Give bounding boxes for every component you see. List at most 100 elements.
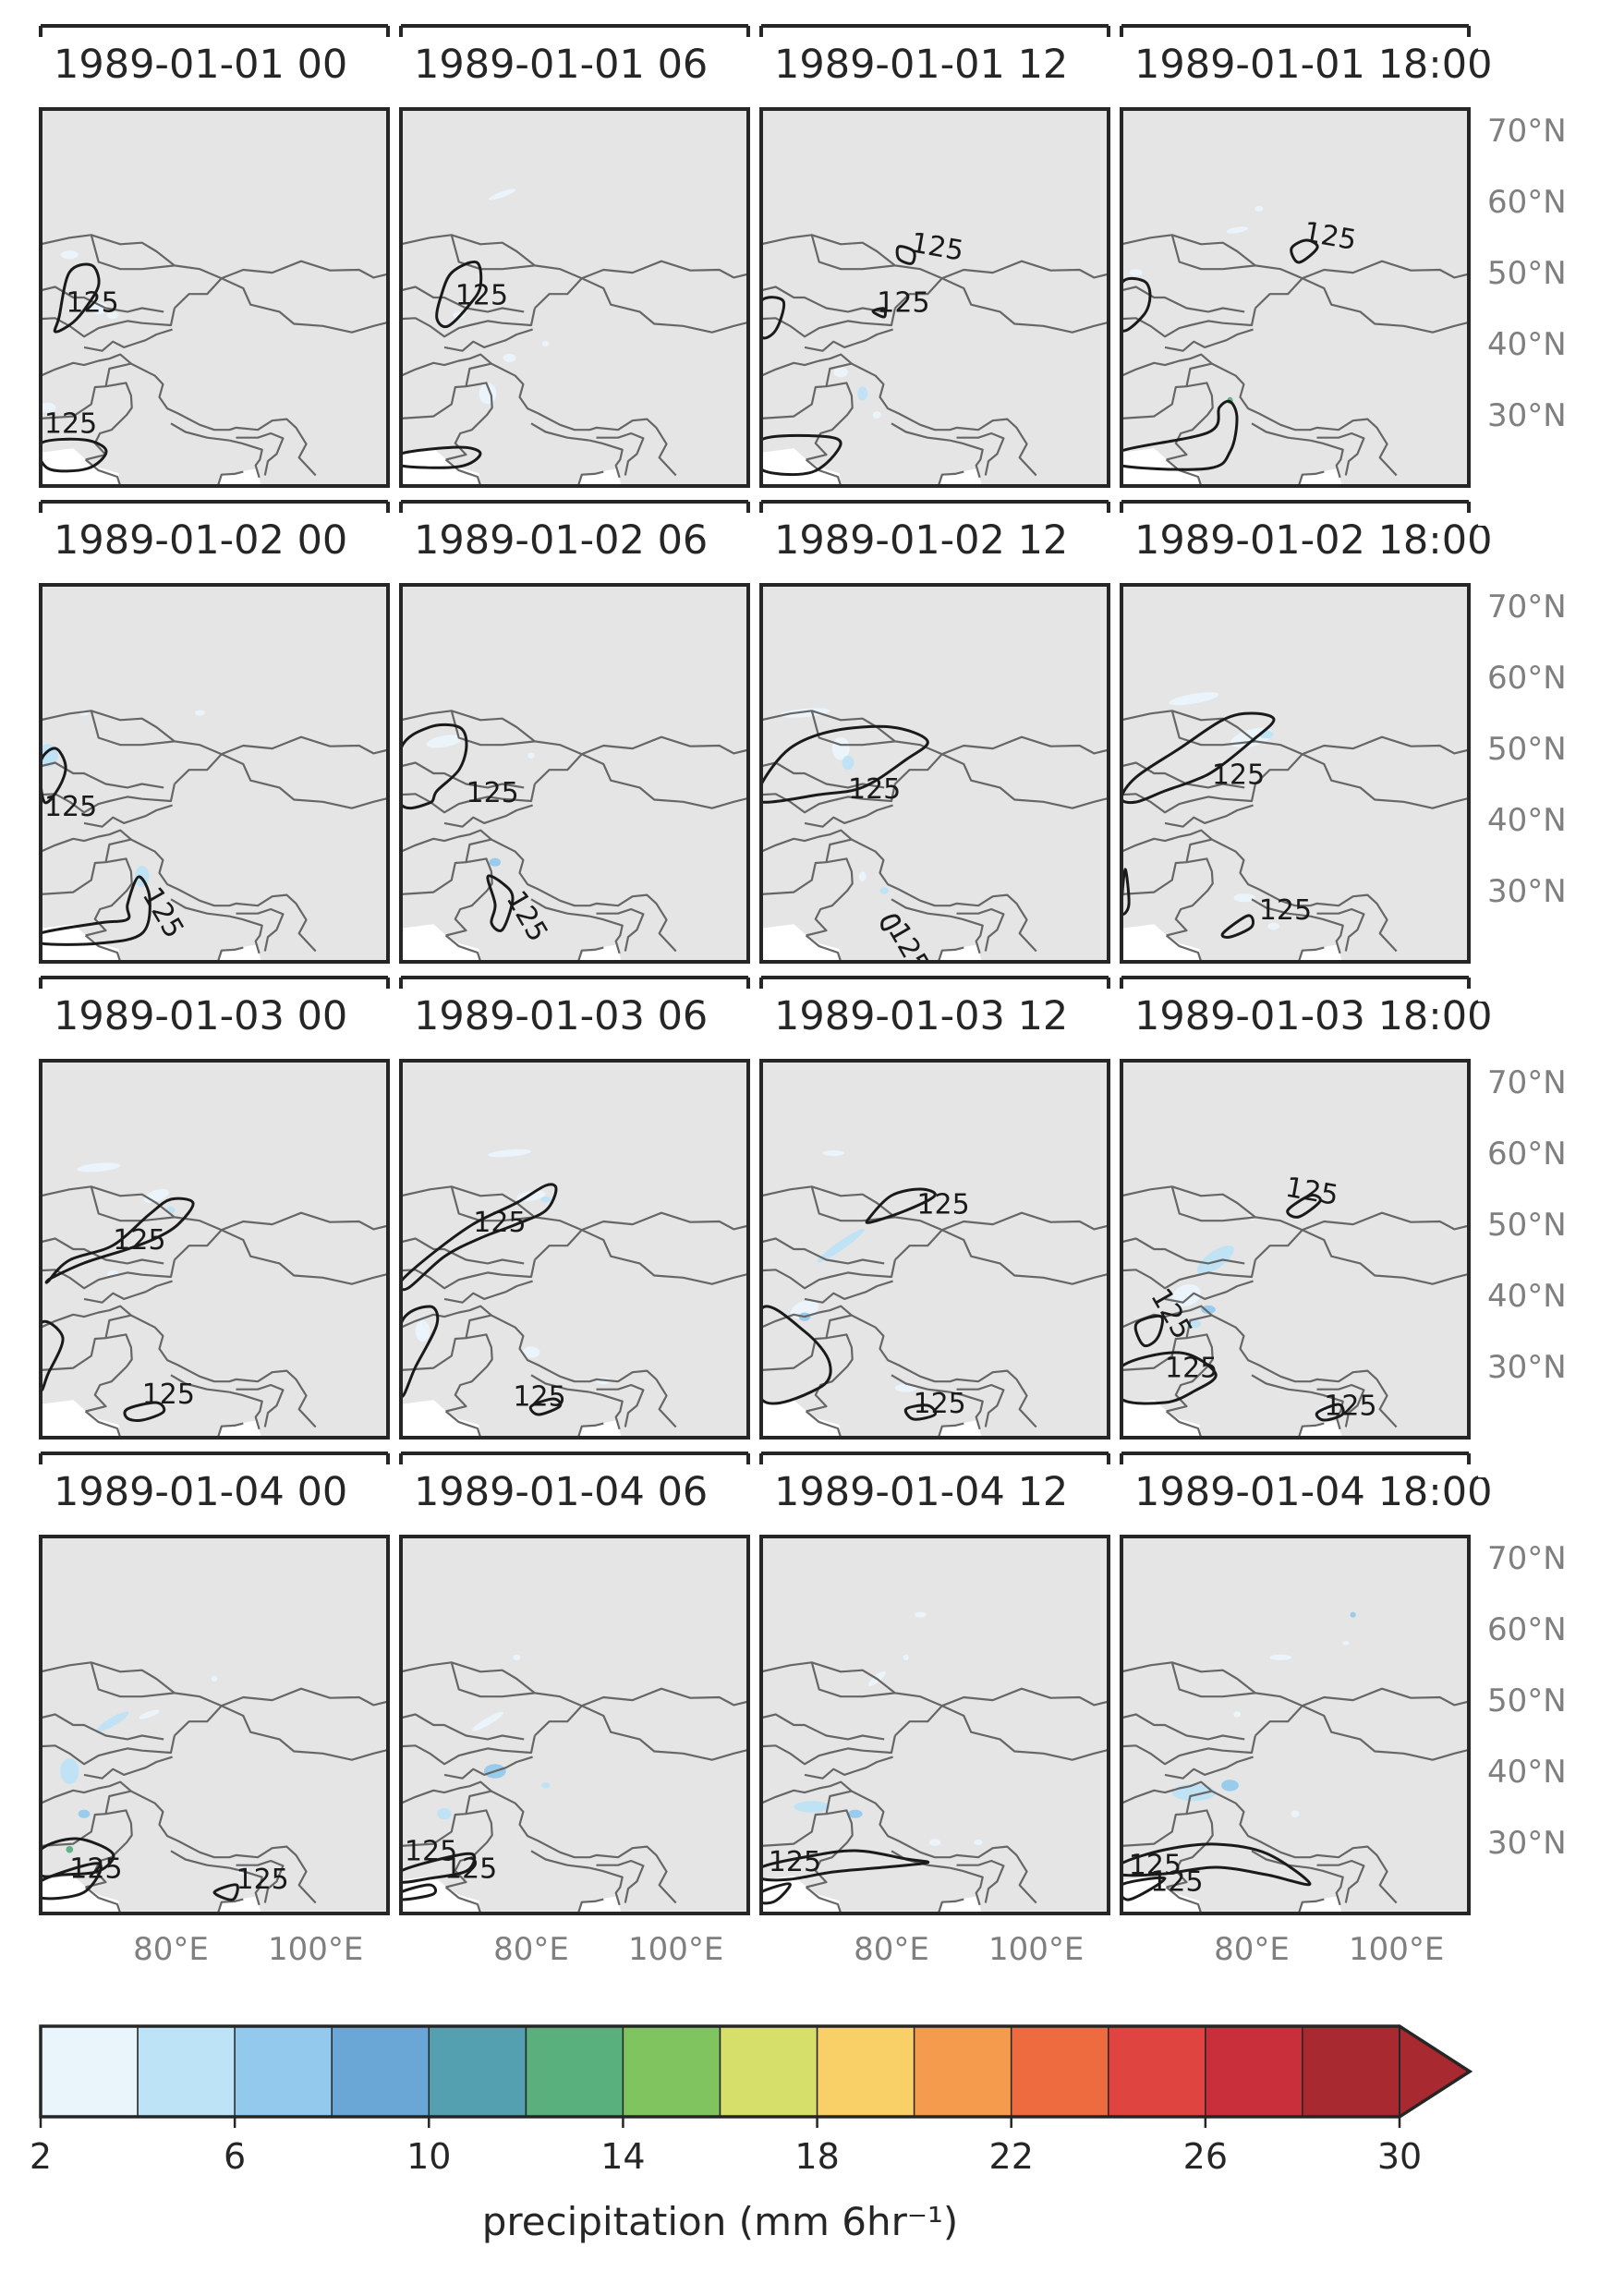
country-border	[174, 1229, 388, 1285]
panel-frame	[399, 1535, 750, 1915]
country-border	[443, 1280, 533, 1304]
country-border	[810, 235, 896, 271]
country-border	[894, 1705, 1109, 1761]
country-border	[236, 907, 285, 952]
country-border	[1121, 1237, 1245, 1265]
country-border	[90, 1662, 176, 1698]
panel-title: 1989-01-02 12	[774, 517, 1068, 564]
colorbar-bin	[1108, 2025, 1206, 2118]
land	[41, 1537, 388, 1913]
precip-area	[794, 1801, 830, 1813]
country-border	[1121, 1661, 1469, 1707]
ocean-arabian-sea	[1121, 448, 1202, 486]
ocean-arabian-sea	[41, 448, 121, 486]
land	[761, 1537, 1109, 1913]
country-border	[589, 439, 624, 479]
map-panel: 1989-01-01 06 125	[399, 24, 750, 488]
country-border	[1310, 439, 1344, 479]
country-border	[894, 277, 1109, 334]
colorbar-tick-label: 6	[224, 2136, 246, 2177]
country-border	[950, 915, 984, 954]
lon-tick-label: 100°E	[988, 1931, 1084, 1968]
precip-area	[817, 1228, 865, 1263]
panel-title: 1989-01-04 18:00	[1134, 1469, 1492, 1515]
precip-area	[540, 1197, 551, 1203]
contour-label: 125	[1150, 1865, 1203, 1898]
lon-tick-label: 100°E	[268, 1931, 363, 1968]
country-border	[530, 1374, 590, 1393]
contour-label: 125	[236, 1864, 289, 1896]
contour-label: 125	[848, 773, 901, 806]
contour-line	[1315, 1403, 1345, 1422]
precip-area	[41, 744, 58, 768]
country-border	[130, 1790, 317, 1904]
map-area: 125	[761, 1537, 1109, 1913]
lat-tick-label: 70°N	[1487, 1064, 1567, 1101]
country-border	[1251, 1850, 1311, 1869]
country-border	[761, 1305, 853, 1371]
country-border	[444, 1410, 482, 1438]
country-border	[41, 829, 132, 895]
panel-frame	[759, 1535, 1110, 1915]
map-panel: 1989-01-04 12 125 80°E 100°E	[759, 1452, 1110, 1968]
country-border	[229, 915, 263, 954]
colorbar-tick-label: 30	[1377, 2136, 1422, 2177]
contour-line	[401, 1883, 438, 1901]
country-border	[41, 761, 164, 789]
country-border	[83, 1755, 173, 1780]
country-border	[761, 234, 1109, 280]
contour-label: 125	[69, 1853, 122, 1886]
contour-line	[41, 747, 67, 805]
contour-label: 125	[1129, 1850, 1182, 1882]
lat-tick-label: 40°N	[1487, 1754, 1567, 1791]
lat-tick-label: 40°N	[1487, 1278, 1567, 1315]
country-border	[804, 1755, 893, 1780]
country-border	[1211, 838, 1398, 953]
contour-line	[761, 1882, 792, 1905]
country-border	[90, 1186, 176, 1222]
contour-line	[401, 1305, 440, 1398]
country-border	[401, 710, 748, 756]
contour-line	[1220, 914, 1255, 939]
country-border	[804, 804, 893, 828]
country-border	[851, 838, 1037, 953]
country-border	[401, 1661, 748, 1707]
precip-area	[1129, 269, 1143, 276]
precip-area	[842, 755, 854, 771]
precip-area	[1221, 1780, 1239, 1792]
map-panel: 1989-01-01 18:00 125 70°N 60°N 50°N 40°N 30°N	[1120, 24, 1567, 488]
country-border	[1316, 431, 1365, 476]
country-border	[1166, 1333, 1214, 1413]
country-border	[1316, 1383, 1365, 1427]
country-border	[950, 439, 984, 479]
contour-line	[1133, 1314, 1164, 1348]
country-border	[761, 1661, 1109, 1707]
land	[41, 1061, 388, 1438]
country-border	[761, 1259, 896, 1290]
country-border	[589, 1391, 624, 1430]
colorbar-tick-label: 10	[406, 2136, 451, 2177]
precip-area	[1350, 1611, 1356, 1618]
country-border	[1211, 362, 1398, 477]
country-border	[450, 711, 536, 747]
country-border	[589, 915, 624, 954]
contour-label: 125	[405, 1835, 457, 1867]
panel-title: 1989-01-04 12	[774, 1469, 1068, 1515]
country-border	[596, 907, 645, 952]
country-border	[401, 829, 492, 895]
panel-frame	[39, 583, 390, 964]
lat-tick-label: 50°N	[1487, 731, 1567, 768]
country-border	[41, 1713, 164, 1741]
country-border	[83, 804, 173, 828]
precip-area	[1201, 1305, 1216, 1314]
panel-frame	[399, 583, 750, 964]
country-border	[806, 1809, 854, 1889]
country-border	[443, 328, 533, 352]
panel-frame	[759, 107, 1110, 488]
lat-tick-label: 50°N	[1487, 255, 1567, 292]
country-border	[596, 1859, 645, 1903]
